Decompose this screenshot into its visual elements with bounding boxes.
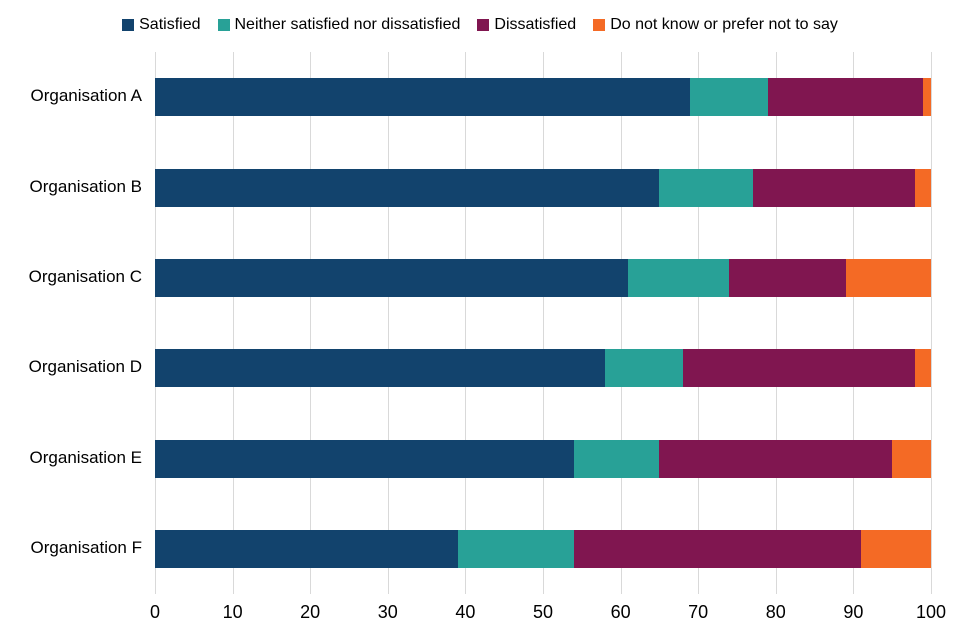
bar-segment-series1-row4: [574, 439, 660, 478]
x-tick-label-50: 50: [532, 602, 554, 622]
bar-segment-series0-row4: [155, 439, 575, 478]
legend-swatch-icon: [593, 19, 606, 31]
bar-segment-series0-row0: [155, 78, 691, 117]
bar-segment-series0-row5: [155, 529, 458, 568]
bar-segment-series3-row0: [923, 78, 931, 117]
bar-segment-series3-row1: [915, 168, 931, 207]
category-label-2: Organisation C: [28, 266, 142, 286]
legend-label: Neither satisfied nor dissatisfied: [234, 16, 461, 33]
bar-segment-series1-row2: [628, 258, 730, 297]
bar-segment-series0-row1: [155, 168, 660, 207]
legend-item-1: Neither satisfied nor dissatisfied: [217, 16, 461, 34]
bar-row-1: [155, 168, 931, 207]
legend-item-2: Dissatisfied: [477, 16, 576, 34]
category-label-5: Organisation F: [30, 537, 143, 557]
x-tick-label-100: 100: [915, 602, 947, 622]
x-tick-label-0: 0: [149, 602, 160, 622]
category-label-1: Organisation B: [29, 176, 142, 196]
gridline-x-30: [387, 52, 389, 594]
category-label-4: Organisation E: [29, 447, 142, 467]
legend-label: Dissatisfied: [494, 16, 577, 33]
x-tick-label-30: 30: [377, 602, 398, 622]
bar-segment-series3-row3: [915, 349, 931, 388]
x-tick-label-70: 70: [688, 602, 709, 622]
gridline-x-60: [620, 52, 622, 594]
x-tick-label-90: 90: [843, 602, 864, 622]
bar-segment-series2-row4: [659, 439, 893, 478]
bar-segment-series2-row5: [574, 529, 862, 568]
x-tick-label-80: 80: [765, 602, 786, 622]
bar-segment-series0-row3: [155, 349, 606, 388]
category-label-3: Organisation D: [28, 357, 142, 377]
gridline-x-100: [931, 52, 932, 594]
bar-segment-series1-row5: [457, 529, 575, 568]
gridline-x-80: [775, 52, 777, 594]
legend: Satisfied Neither satisfied nor dissatisf…: [0, 16, 960, 34]
bar-row-2: [155, 258, 931, 297]
x-tick-label-20: 20: [300, 602, 321, 622]
bar-row-4: [155, 439, 931, 478]
gridline-x-90: [853, 52, 855, 594]
bar-row-3: [155, 349, 931, 388]
gridline-x-20: [310, 52, 312, 594]
bar-segment-series1-row0: [690, 78, 769, 117]
bar-segment-series1-row1: [659, 168, 753, 207]
bar-segment-series3-row5: [861, 529, 931, 568]
legend-label: Do not know or prefer not to say: [610, 16, 838, 33]
bar-segment-series0-row2: [155, 258, 629, 297]
bar-segment-series3-row4: [892, 439, 931, 478]
bar-row-5: [155, 529, 931, 568]
bar-segment-series2-row1: [752, 168, 916, 207]
legend-swatch-icon: [477, 19, 490, 31]
gridline-x-50: [543, 52, 544, 594]
legend-item-0: Satisfied: [122, 16, 201, 34]
legend-swatch-icon: [122, 19, 135, 31]
legend-label: Satisfied: [139, 16, 201, 33]
bar-segment-series1-row3: [605, 349, 683, 388]
x-tick-label-10: 10: [222, 602, 243, 622]
gridline-x-40: [465, 52, 467, 594]
bar-segment-series2-row2: [729, 258, 846, 297]
bar-segment-series2-row0: [768, 78, 924, 117]
bar-row-0: [155, 78, 931, 117]
bar-segment-series2-row3: [682, 349, 916, 388]
gridline-x-70: [698, 52, 700, 594]
gridline-x-0: [155, 52, 156, 594]
x-tick-label-60: 60: [610, 602, 631, 622]
legend-swatch-icon: [217, 19, 230, 31]
category-label-0: Organisation A: [30, 86, 142, 106]
gridline-x-10: [232, 52, 234, 594]
bar-segment-series3-row2: [845, 258, 931, 297]
legend-item-3: Do not know or prefer not to say: [593, 16, 838, 34]
x-tick-label-40: 40: [455, 602, 476, 622]
